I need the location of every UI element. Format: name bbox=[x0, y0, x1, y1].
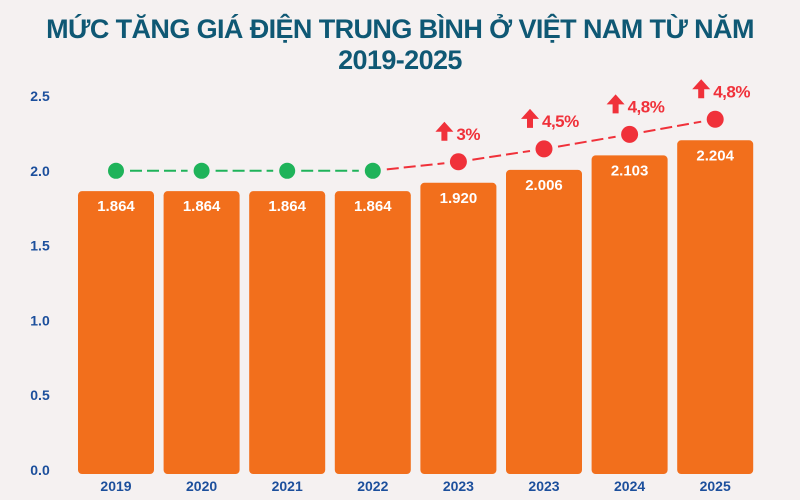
no-change-marker bbox=[108, 162, 124, 179]
chart-title: MỨC TĂNG GIÁ ĐIỆN TRUNG BÌNH Ở VIỆT NAM … bbox=[46, 14, 754, 75]
x-tick-label: 2022 bbox=[357, 478, 388, 494]
increase-marker bbox=[535, 140, 553, 158]
connector-line bbox=[386, 162, 445, 171]
connector-line bbox=[472, 149, 531, 161]
y-tick-label: 0.0 bbox=[30, 462, 50, 478]
arrow-up-icon bbox=[692, 79, 711, 99]
bar-value-label: 2.103 bbox=[611, 162, 649, 179]
y-tick-label: 2.5 bbox=[30, 88, 50, 104]
no-change-marker bbox=[279, 162, 296, 179]
increase-label: 4,8% bbox=[713, 82, 750, 101]
bar-value-label: 1.864 bbox=[97, 198, 135, 215]
increase-label: 4,5% bbox=[542, 112, 579, 131]
increase-label: 4,8% bbox=[628, 97, 665, 116]
y-tick-label: 0.5 bbox=[30, 387, 50, 403]
bar-value-label: 2.204 bbox=[696, 147, 734, 164]
bar-value-label: 1.920 bbox=[440, 190, 478, 207]
x-tick-label: 2023 bbox=[528, 478, 559, 494]
bar bbox=[420, 182, 497, 474]
increase-marker bbox=[706, 110, 724, 128]
arrow-up-icon bbox=[606, 94, 625, 114]
bar-value-label: 1.864 bbox=[354, 198, 392, 215]
bar bbox=[78, 191, 154, 474]
arrow-up-icon bbox=[435, 121, 454, 141]
bar bbox=[249, 191, 326, 474]
bar bbox=[591, 155, 668, 474]
x-tick-label: 2021 bbox=[272, 478, 303, 494]
connector-line bbox=[557, 135, 616, 148]
increase-label: 3% bbox=[456, 125, 480, 144]
connector-line bbox=[643, 120, 702, 133]
x-tick-label: 2023 bbox=[443, 478, 474, 494]
x-tick-label: 2019 bbox=[100, 478, 131, 494]
bar bbox=[163, 191, 240, 474]
x-tick-label: 2024 bbox=[614, 478, 645, 494]
y-tick-label: 1.5 bbox=[30, 238, 50, 254]
y-tick-label: 1.0 bbox=[30, 312, 50, 328]
bar bbox=[677, 140, 754, 474]
no-change-marker bbox=[193, 162, 210, 179]
bar-value-label: 1.864 bbox=[183, 198, 221, 215]
bar-value-label: 1.864 bbox=[268, 198, 306, 215]
bar bbox=[334, 191, 411, 474]
bar bbox=[506, 169, 582, 474]
no-change-marker bbox=[364, 162, 381, 179]
arrow-up-icon bbox=[521, 108, 539, 128]
x-tick-label: 2025 bbox=[700, 478, 731, 494]
bar-value-label: 2.006 bbox=[525, 177, 563, 194]
increase-marker bbox=[449, 153, 467, 171]
x-tick-label: 2020 bbox=[186, 478, 217, 494]
increase-marker bbox=[621, 125, 639, 143]
y-tick-label: 2.0 bbox=[30, 163, 50, 179]
